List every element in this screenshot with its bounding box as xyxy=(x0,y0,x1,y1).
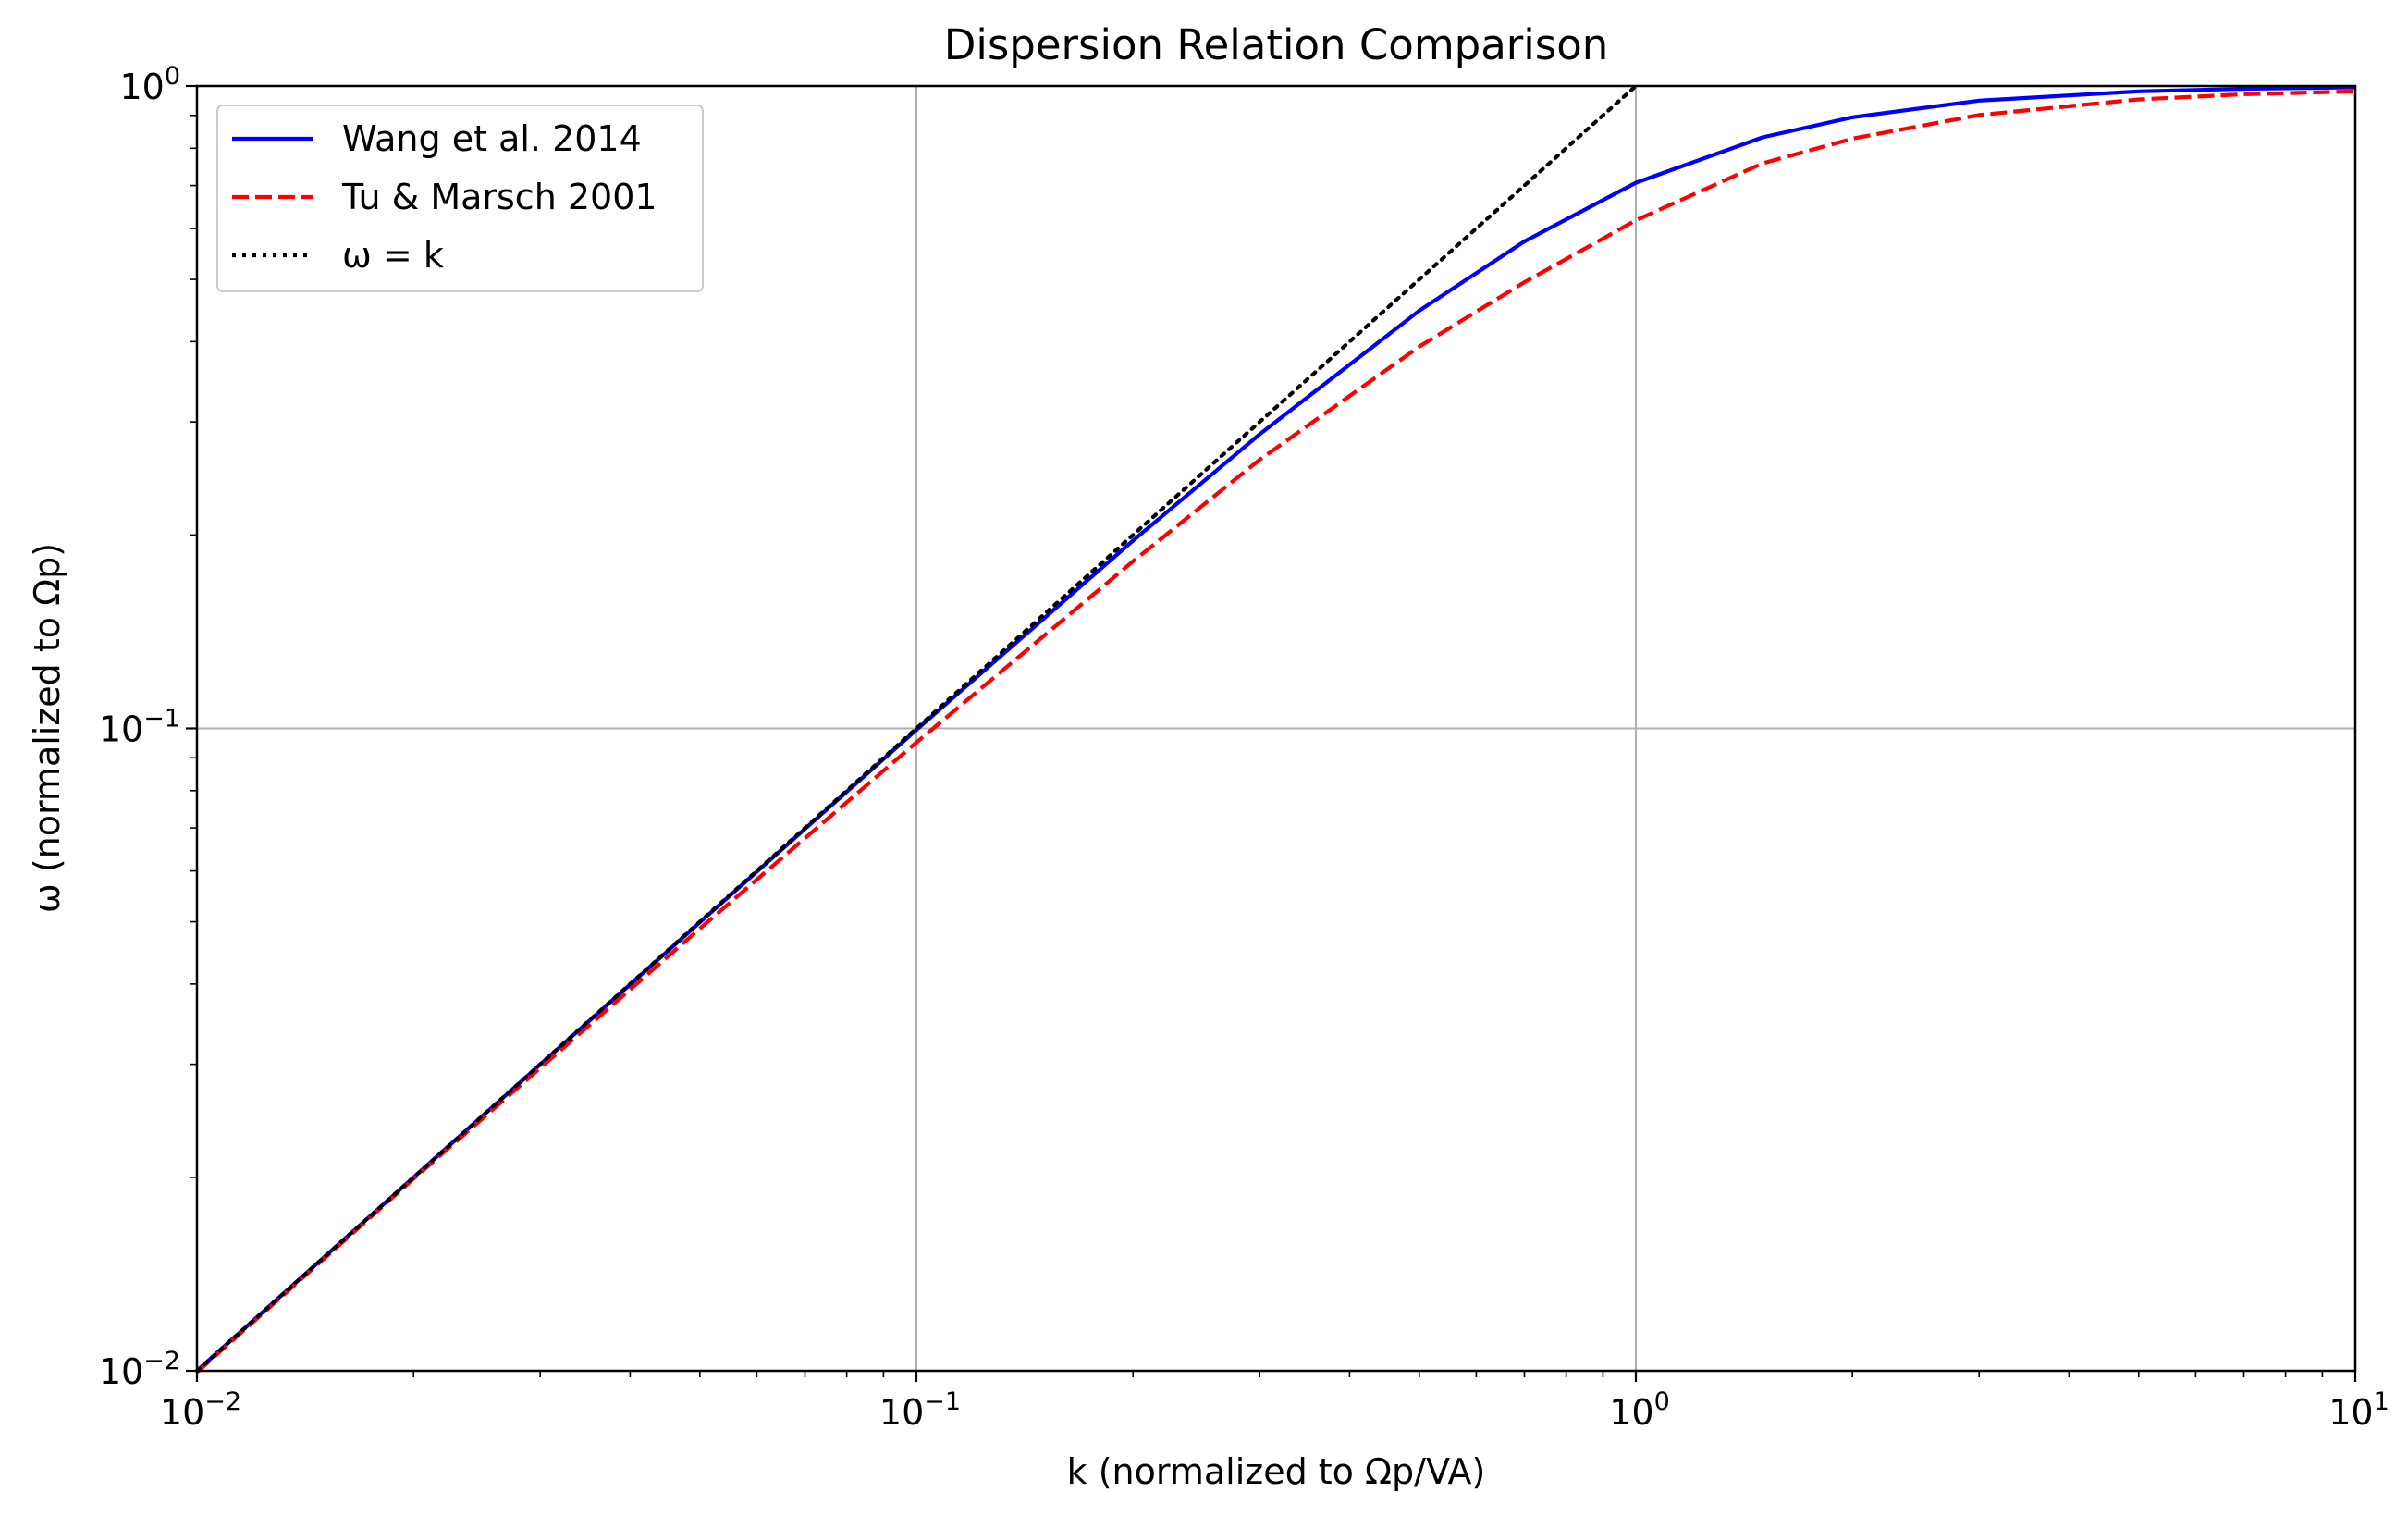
y-axis-label: ω (normalized to Ωp) xyxy=(27,543,68,913)
y-tick-label: 10−1 xyxy=(99,705,180,750)
x-tick-label: 101 xyxy=(2328,1387,2390,1433)
series-line-1 xyxy=(195,89,2356,1374)
y-tick-label: 10−2 xyxy=(99,1347,180,1392)
legend-label-1: Tu & Marsch 2001 xyxy=(341,177,657,217)
series-line-2 xyxy=(194,83,1639,1374)
x-axis-label: k (normalized to Ωp/VA) xyxy=(1067,1451,1486,1492)
legend-label-0: Wang et al. 2014 xyxy=(342,118,642,159)
legend-box xyxy=(216,105,704,292)
x-tick-label: 100 xyxy=(1609,1387,1670,1433)
series-lines xyxy=(194,83,2356,1374)
x-tick-label: 10−1 xyxy=(879,1387,961,1433)
legend-label-2: ω = k xyxy=(342,235,444,276)
x-tick-label: 10−2 xyxy=(160,1387,241,1433)
chart-title: Dispersion Relation Comparison xyxy=(944,20,1609,69)
legend: Wang et al. 2014 Tu & Marsch 2001 ω = k xyxy=(216,105,704,292)
y-tick-label: 100 xyxy=(119,62,180,107)
y-ticks: 10−2 10−1 100 xyxy=(99,62,197,1392)
series-line-0 xyxy=(195,85,2356,1373)
x-ticks: 10−2 10−1 100 101 xyxy=(160,1371,2390,1433)
